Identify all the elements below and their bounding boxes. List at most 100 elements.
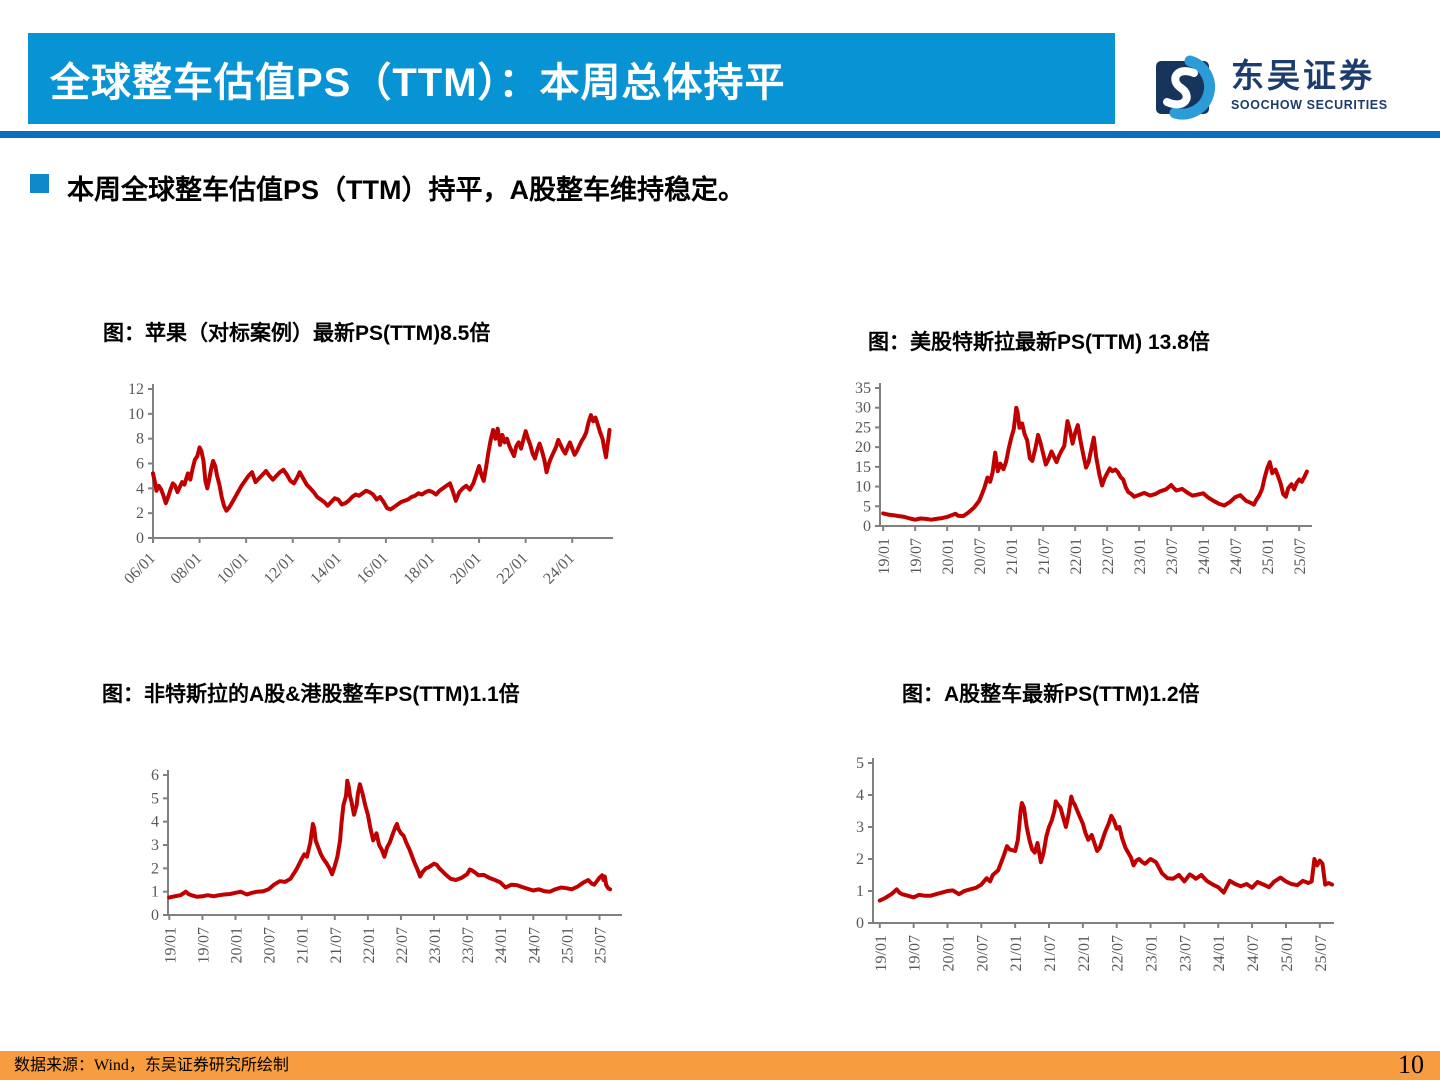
svg-text:22/01: 22/01 bbox=[1068, 538, 1085, 574]
svg-text:2: 2 bbox=[856, 851, 864, 868]
svg-text:19/07: 19/07 bbox=[907, 935, 924, 971]
svg-text:06/01: 06/01 bbox=[121, 550, 159, 588]
svg-text:24/01: 24/01 bbox=[1196, 538, 1213, 574]
svg-text:0: 0 bbox=[856, 915, 864, 932]
chart-apple: 0 2 4 6 8 10 12 06/01 08/01 10/01 12/01 14/01 16/01 1… bbox=[121, 381, 613, 588]
bullet-text: 本周全球整车估值PS（TTM）持平，A股整车维持稳定。 bbox=[67, 175, 745, 205]
svg-text:12/01: 12/01 bbox=[261, 550, 299, 588]
chart-nontesla-ahk: 0 1 2 3 4 5 6 19/01 19/07 20/01 20/07 21/01 21/07 22/… bbox=[151, 767, 622, 963]
svg-text:23/07: 23/07 bbox=[1177, 935, 1194, 971]
soochow-logo-text: 东吴证券 SOOCHOW SECURITIES bbox=[1231, 54, 1388, 112]
svg-text:24/07: 24/07 bbox=[1245, 935, 1262, 971]
svg-text:21/01: 21/01 bbox=[1004, 538, 1021, 574]
svg-text:20: 20 bbox=[855, 439, 871, 456]
svg-text:24/07: 24/07 bbox=[526, 927, 543, 963]
svg-text:20/01: 20/01 bbox=[447, 550, 485, 588]
svg-text:25/07: 25/07 bbox=[1292, 538, 1309, 574]
svg-text:10/01: 10/01 bbox=[214, 550, 252, 588]
chart-title-apple: 图：苹果（对标案例）最新PS(TTM)8.5倍 bbox=[103, 322, 491, 345]
logo-chinese-name: 东吴证券 bbox=[1231, 57, 1375, 94]
svg-text:18/01: 18/01 bbox=[401, 550, 439, 588]
svg-text:6: 6 bbox=[151, 767, 159, 784]
svg-text:1: 1 bbox=[151, 884, 159, 901]
header-divider bbox=[0, 131, 1440, 138]
svg-text:23/07: 23/07 bbox=[460, 927, 477, 963]
svg-text:22/07: 22/07 bbox=[1100, 538, 1117, 574]
svg-text:22/01: 22/01 bbox=[494, 550, 532, 588]
svg-text:20/01: 20/01 bbox=[229, 927, 246, 963]
svg-text:15: 15 bbox=[855, 459, 871, 476]
svg-text:5: 5 bbox=[151, 790, 159, 807]
svg-text:2: 2 bbox=[136, 505, 144, 522]
svg-text:22/01: 22/01 bbox=[1076, 935, 1093, 971]
svg-text:10: 10 bbox=[855, 479, 871, 496]
svg-text:5: 5 bbox=[863, 498, 871, 515]
soochow-logo: 东吴证券 SOOCHOW SECURITIES bbox=[1155, 54, 1415, 126]
svg-text:24/01: 24/01 bbox=[1211, 935, 1228, 971]
svg-text:21/07: 21/07 bbox=[1036, 538, 1053, 574]
svg-text:20/01: 20/01 bbox=[940, 935, 957, 971]
svg-text:16/01: 16/01 bbox=[354, 550, 392, 588]
svg-text:24/01: 24/01 bbox=[540, 550, 578, 588]
svg-text:19/01: 19/01 bbox=[876, 538, 893, 574]
svg-text:25: 25 bbox=[855, 419, 871, 436]
svg-text:6: 6 bbox=[136, 456, 144, 473]
svg-text:30: 30 bbox=[855, 400, 871, 417]
svg-text:21/07: 21/07 bbox=[328, 927, 345, 963]
logo-english-name: SOOCHOW SECURITIES bbox=[1231, 98, 1388, 112]
bullet-square-icon bbox=[30, 174, 49, 193]
svg-text:20/07: 20/07 bbox=[262, 927, 279, 963]
svg-text:23/01: 23/01 bbox=[427, 927, 444, 963]
svg-text:3: 3 bbox=[856, 819, 864, 836]
page-title: 全球整车估值PS（TTM）：本周总体持平 bbox=[50, 60, 786, 105]
svg-text:35: 35 bbox=[855, 380, 871, 397]
soochow-logo-icon bbox=[1156, 55, 1216, 120]
svg-text:24/07: 24/07 bbox=[1228, 538, 1245, 574]
svg-text:2: 2 bbox=[151, 860, 159, 877]
chart-title-ashare: 图：A股整车最新PS(TTM)1.2倍 bbox=[902, 683, 1200, 706]
svg-text:0: 0 bbox=[863, 518, 871, 535]
svg-text:23/01: 23/01 bbox=[1132, 538, 1149, 574]
svg-text:19/01: 19/01 bbox=[873, 935, 890, 971]
header-bar: 全球整车估值PS（TTM）：本周总体持平 bbox=[28, 33, 1115, 124]
svg-text:0: 0 bbox=[151, 907, 159, 924]
svg-text:8: 8 bbox=[136, 431, 144, 448]
svg-text:21/01: 21/01 bbox=[295, 927, 312, 963]
svg-text:22/01: 22/01 bbox=[361, 927, 378, 963]
svg-text:20/07: 20/07 bbox=[972, 538, 989, 574]
chart-title-nontesla-ahk: 图：非特斯拉的A股&港股整车PS(TTM)1.1倍 bbox=[102, 683, 520, 706]
svg-text:3: 3 bbox=[151, 837, 159, 854]
svg-text:0: 0 bbox=[136, 530, 144, 547]
svg-text:25/07: 25/07 bbox=[592, 927, 609, 963]
svg-text:23/01: 23/01 bbox=[1144, 935, 1161, 971]
svg-text:22/07: 22/07 bbox=[394, 927, 411, 963]
svg-text:20/01: 20/01 bbox=[940, 538, 957, 574]
bullet-row: 本周全球整车估值PS（TTM）持平，A股整车维持稳定。 bbox=[30, 168, 745, 207]
svg-text:20/07: 20/07 bbox=[974, 935, 991, 971]
data-source-note: 数据来源：Wind，东吴证券研究所绘制 bbox=[14, 1057, 289, 1074]
page-number: 10 bbox=[1398, 1050, 1424, 1079]
svg-text:14/01: 14/01 bbox=[307, 550, 345, 588]
svg-text:4: 4 bbox=[856, 787, 864, 804]
svg-text:25/01: 25/01 bbox=[559, 927, 576, 963]
chart-tesla-us: 0 5 10 15 20 25 30 35 19/01 19/07 20/01 20/07 21/01 2… bbox=[855, 380, 1312, 574]
svg-text:19/07: 19/07 bbox=[908, 538, 925, 574]
svg-text:4: 4 bbox=[136, 480, 144, 497]
svg-text:21/01: 21/01 bbox=[1008, 935, 1025, 971]
footer-bar bbox=[0, 1051, 1440, 1080]
chart-ashare: 0 1 2 3 4 5 19/01 19/07 20/01 20/07 21/01 21/07 22/0… bbox=[856, 755, 1334, 971]
svg-text:4: 4 bbox=[151, 814, 159, 831]
svg-text:10: 10 bbox=[128, 406, 144, 423]
svg-text:25/01: 25/01 bbox=[1279, 935, 1296, 971]
svg-text:08/01: 08/01 bbox=[168, 550, 206, 588]
svg-text:12: 12 bbox=[128, 381, 144, 398]
svg-text:23/07: 23/07 bbox=[1164, 538, 1181, 574]
chart-title-tesla-us: 图：美股特斯拉最新PS(TTM) 13.8倍 bbox=[868, 331, 1210, 354]
svg-text:19/07: 19/07 bbox=[195, 927, 212, 963]
svg-text:25/01: 25/01 bbox=[1260, 538, 1277, 574]
svg-text:19/01: 19/01 bbox=[162, 927, 179, 963]
svg-text:21/07: 21/07 bbox=[1042, 935, 1059, 971]
svg-text:1: 1 bbox=[856, 883, 864, 900]
svg-text:25/07: 25/07 bbox=[1313, 935, 1330, 971]
